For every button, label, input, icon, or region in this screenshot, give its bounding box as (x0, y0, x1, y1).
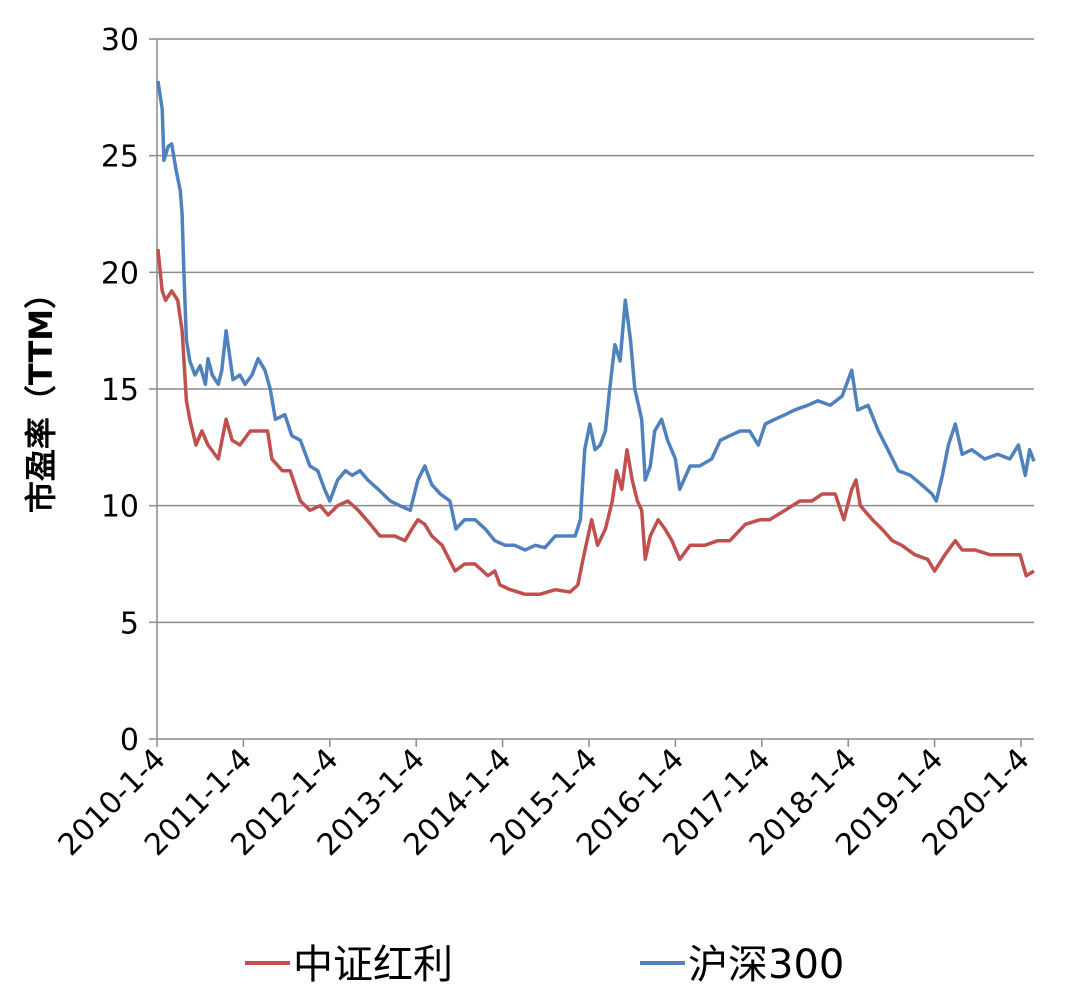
axes (149, 38, 1034, 747)
y-tick-label: 15 (101, 373, 139, 408)
y-tick-label: 0 (120, 723, 139, 758)
y-tick-label: 10 (101, 490, 139, 525)
y-tick-label: 5 (120, 606, 139, 641)
y-axis-label: 市盈率（TTM） (22, 277, 60, 513)
series-line-csi-dividend (156, 248, 1035, 597)
series-lines (156, 80, 1036, 597)
x-tick-labels: 2010-1-42011-1-42012-1-42013-1-42014-1-4… (52, 742, 1037, 863)
y-tick-label: 25 (101, 140, 139, 175)
y-tick-label: 20 (101, 256, 139, 291)
series-line-csi-300 (156, 80, 1036, 552)
y-tick-labels: 0 5 10 15 20 25 30 (101, 23, 139, 758)
y-tick-label: 30 (101, 23, 139, 58)
legend-label: 沪深300 (688, 942, 844, 988)
legend: 中证红利 沪深300 (245, 942, 844, 988)
legend-label: 中证红利 (293, 942, 453, 988)
